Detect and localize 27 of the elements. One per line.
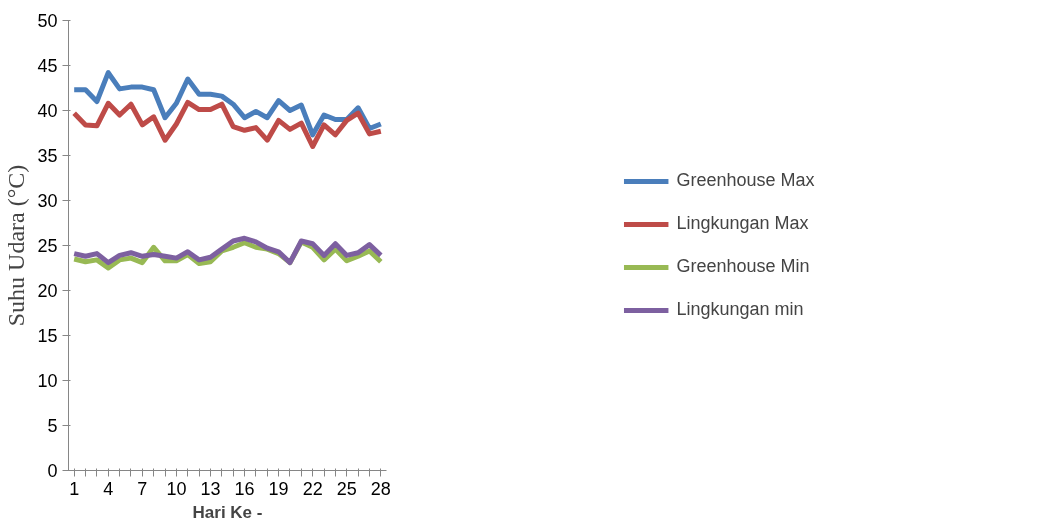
- y-tick-label: 20: [37, 281, 58, 301]
- y-tick-label: 30: [37, 191, 58, 211]
- y-tick-label: 15: [37, 326, 58, 346]
- x-tick-label: 22: [302, 478, 323, 499]
- legend-label: Greenhouse Max: [676, 170, 815, 191]
- y-tick-label: 50: [37, 11, 58, 31]
- x-tick-label: 25: [336, 478, 357, 499]
- y-tick-label: 25: [37, 236, 58, 256]
- legend-label: Greenhouse Min: [676, 256, 810, 277]
- y-tick-label: 0: [47, 461, 58, 481]
- y-tick-label: 10: [37, 371, 58, 391]
- y-tick-label: 40: [37, 101, 58, 121]
- x-tick-label: 4: [103, 478, 114, 499]
- x-tick-label: 19: [268, 478, 289, 499]
- y-tick-label: 45: [37, 56, 58, 76]
- x-tick-label: 28: [370, 478, 391, 499]
- x-tick-label: 7: [137, 478, 148, 499]
- x-tick-label: 16: [234, 478, 255, 499]
- x-tick-label: 10: [166, 478, 187, 499]
- x-tick-label: 13: [200, 478, 221, 499]
- x-axis-title: Hari Ke -: [192, 502, 263, 522]
- legend-label: Lingkungan min: [676, 299, 804, 320]
- y-axis-title: Suhu Udara (°C): [3, 164, 30, 327]
- y-tick-label: 35: [37, 146, 58, 166]
- legend-label: Lingkungan Max: [676, 213, 809, 234]
- y-tick-label: 5: [47, 416, 58, 436]
- x-tick-label: 1: [69, 478, 80, 499]
